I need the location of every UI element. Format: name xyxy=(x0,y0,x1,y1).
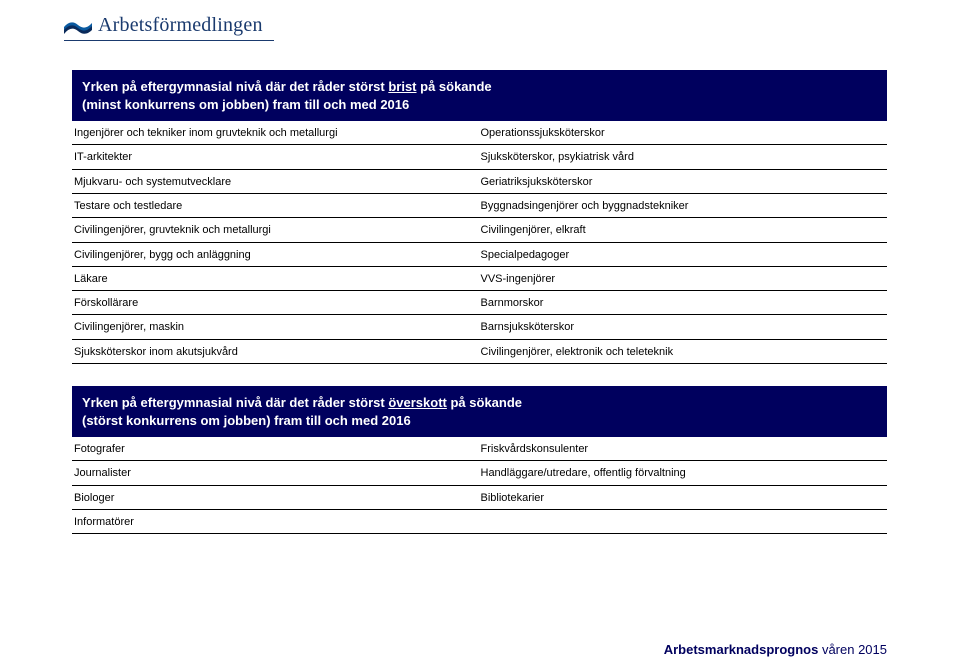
table-row: JournalisterHandläggare/utredare, offent… xyxy=(72,461,887,485)
logo: Arbetsförmedlingen xyxy=(64,14,263,37)
table-surplus-header: Yrken på eftergymnasial nivå där det råd… xyxy=(72,386,887,437)
table-row: Informatörer xyxy=(72,510,887,534)
cell-right: Barnsjuksköterskor xyxy=(481,315,888,338)
table-row: Mjukvaru- och systemutvecklareGeriatriks… xyxy=(72,170,887,194)
cell-right: Geriatriksjuksköterskor xyxy=(481,170,888,193)
table1-title-line2: (minst konkurrens om jobben) fram till o… xyxy=(82,97,409,112)
logo-underline xyxy=(64,40,274,41)
table-row: FörskollärareBarnmorskor xyxy=(72,291,887,315)
table-surplus-body: FotograferFriskvårdskonsulenter Journali… xyxy=(72,437,887,534)
table-row: LäkareVVS-ingenjörer xyxy=(72,267,887,291)
cell-right: Civilingenjörer, elektronik och teletekn… xyxy=(481,340,888,363)
cell-right: Byggnadsingenjörer och byggnadstekniker xyxy=(481,194,888,217)
cell-right: Bibliotekarier xyxy=(481,486,888,509)
table-row: Civilingenjörer, gruvteknik och metallur… xyxy=(72,218,887,242)
logo-text: Arbetsförmedlingen xyxy=(98,14,263,37)
footer-rest: våren 2015 xyxy=(818,642,887,657)
cell-left: Förskollärare xyxy=(72,291,481,314)
cell-left: Mjukvaru- och systemutvecklare xyxy=(72,170,481,193)
table-row: Testare och testledareByggnadsingenjörer… xyxy=(72,194,887,218)
cell-left: Sjuksköterskor inom akutsjukvård xyxy=(72,340,481,363)
table1-title-underlined: brist xyxy=(388,79,416,94)
table2-title-underlined: överskott xyxy=(388,395,447,410)
cell-left: Journalister xyxy=(72,461,481,484)
table-row: Civilingenjörer, bygg och anläggningSpec… xyxy=(72,243,887,267)
table-row: FotograferFriskvårdskonsulenter xyxy=(72,437,887,461)
cell-left: Civilingenjörer, maskin xyxy=(72,315,481,338)
cell-right: VVS-ingenjörer xyxy=(481,267,888,290)
table1-title-part1: Yrken på eftergymnasial nivå där det råd… xyxy=(82,79,388,94)
table2-title-line2: (störst konkurrens om jobben) fram till … xyxy=(82,413,411,428)
logo-mark-icon xyxy=(64,17,92,35)
cell-right: Operationssjuksköterskor xyxy=(481,121,888,144)
table-row: Sjuksköterskor inom akutsjukvårdCiviling… xyxy=(72,340,887,364)
cell-left: Biologer xyxy=(72,486,481,509)
table-shortage-header: Yrken på eftergymnasial nivå där det råd… xyxy=(72,70,887,121)
cell-left: Informatörer xyxy=(72,510,481,533)
table2-title-after: på sökande xyxy=(447,395,522,410)
cell-right: Sjuksköterskor, psykiatrisk vård xyxy=(481,145,888,168)
table1-title-after: på sökande xyxy=(417,79,492,94)
table-row: Civilingenjörer, maskinBarnsjukskötersko… xyxy=(72,315,887,339)
cell-left: Ingenjörer och tekniker inom gruvteknik … xyxy=(72,121,481,144)
cell-left: Civilingenjörer, bygg och anläggning xyxy=(72,243,481,266)
table-shortage-body: Ingenjörer och tekniker inom gruvteknik … xyxy=(72,121,887,364)
cell-right xyxy=(481,510,888,533)
cell-right: Barnmorskor xyxy=(481,291,888,314)
cell-left: Läkare xyxy=(72,267,481,290)
table-surplus: Yrken på eftergymnasial nivå där det råd… xyxy=(72,386,887,534)
footer-label: Arbetsmarknadsprognos våren 2015 xyxy=(664,642,887,657)
cell-right: Handläggare/utredare, offentlig förvaltn… xyxy=(481,461,888,484)
footer-bold: Arbetsmarknadsprognos xyxy=(664,642,819,657)
cell-left: IT-arkitekter xyxy=(72,145,481,168)
cell-left: Civilingenjörer, gruvteknik och metallur… xyxy=(72,218,481,241)
table2-title-part1: Yrken på eftergymnasial nivå där det råd… xyxy=(82,395,388,410)
cell-left: Fotografer xyxy=(72,437,481,460)
cell-right: Specialpedagoger xyxy=(481,243,888,266)
cell-right: Civilingenjörer, elkraft xyxy=(481,218,888,241)
table-row: IT-arkitekterSjuksköterskor, psykiatrisk… xyxy=(72,145,887,169)
table-row: BiologerBibliotekarier xyxy=(72,486,887,510)
table-row: Ingenjörer och tekniker inom gruvteknik … xyxy=(72,121,887,145)
table-shortage: Yrken på eftergymnasial nivå där det råd… xyxy=(72,70,887,364)
page-content: Yrken på eftergymnasial nivå där det råd… xyxy=(72,70,887,534)
cell-left: Testare och testledare xyxy=(72,194,481,217)
cell-right: Friskvårdskonsulenter xyxy=(481,437,888,460)
